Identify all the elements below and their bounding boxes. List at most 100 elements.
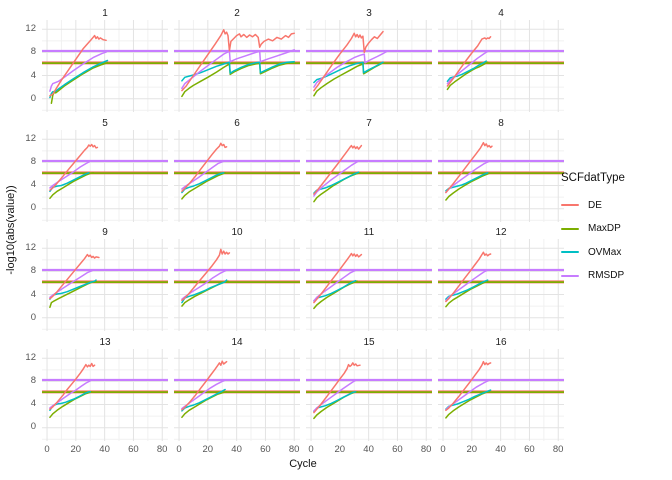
facet-plot-area — [438, 129, 564, 222]
x-tick-label: 0 — [44, 444, 50, 455]
x-tick-label: 40 — [99, 444, 110, 455]
series-line-DE — [313, 144, 363, 195]
legend-label: RMSDP — [588, 270, 625, 281]
x-tick-label: 40 — [495, 444, 506, 455]
facet-plot-area — [174, 20, 300, 112]
series-line-OVMax — [181, 279, 228, 304]
series-line-DE — [313, 252, 363, 304]
x-tick-label: 60 — [524, 444, 535, 455]
legend-label: MaxDP — [588, 223, 621, 234]
x-tick-label: 20 — [466, 444, 478, 455]
facet-title: 11 — [363, 227, 375, 238]
facet-plot-area — [174, 239, 300, 331]
facet-title: 9 — [102, 227, 108, 238]
facet-plot-area — [438, 239, 564, 331]
series-line-OVMax — [49, 279, 97, 300]
series-line-DE — [181, 29, 295, 92]
series-line-RMSDP — [313, 159, 360, 197]
legend-entries: DE MaxDP OVMax RMSDP — [561, 197, 671, 284]
series-line-DE — [445, 141, 493, 193]
y-tick-label: 4 — [30, 398, 36, 409]
x-tick-label: 40 — [231, 444, 242, 455]
series-line-MaxDP — [445, 172, 490, 201]
facet-title: 15 — [363, 336, 375, 348]
series-line-MaxDP — [49, 171, 94, 199]
facet-title: 3 — [366, 8, 372, 19]
y-tick-label: 0 — [30, 202, 36, 214]
legend-key-line-MaxDP — [561, 227, 579, 230]
series-line-OVMax — [49, 59, 109, 99]
series-line-RMSDP — [181, 49, 295, 90]
series-line-MaxDP — [49, 390, 93, 418]
series-line-DE — [445, 251, 492, 303]
facet-panel-3: 3 — [306, 8, 432, 112]
legend-entry-RMSDP: RMSDP — [561, 268, 671, 284]
facet-plot-area — [306, 129, 432, 222]
y-tick-label: 12 — [25, 351, 36, 363]
facet-title: 10 — [231, 227, 243, 238]
facet-title: 8 — [498, 117, 504, 129]
legend-label: OVMax — [588, 246, 622, 258]
series-line-OVMax — [313, 61, 384, 84]
legend-entry-MaxDP: MaxDP — [561, 221, 671, 237]
series-line-MaxDP — [446, 61, 489, 91]
x-tick-label: 40 — [363, 444, 374, 455]
facet-panel-9: 9 — [42, 227, 168, 331]
legend-entry-DE: DE — [561, 197, 671, 213]
facet-panel-4: 4 — [438, 8, 564, 112]
y-tick-label: 8 — [30, 46, 36, 58]
facet-panel-12: 12 — [438, 227, 564, 331]
y-tick-label: 4 — [30, 288, 36, 300]
x-tick-label: 80 — [420, 444, 432, 455]
series-line-DE — [49, 362, 96, 410]
y-tick-label: 12 — [25, 23, 36, 35]
facet-title: 7 — [366, 117, 372, 129]
facet-title: 5 — [102, 117, 108, 129]
x-tick-label: 60 — [392, 444, 403, 455]
facet-plot-area — [306, 20, 432, 112]
legend-key-line-OVMax — [561, 251, 579, 253]
facet-title: 1 — [102, 8, 108, 19]
y-tick-label: 8 — [30, 155, 36, 167]
series-line-MaxDP — [445, 280, 489, 308]
x-tick-label: 0 — [176, 444, 182, 455]
facet-plot-area — [306, 239, 432, 331]
legend-entry-OVMax: OVMax — [561, 244, 671, 260]
y-tick-label: 0 — [30, 92, 36, 104]
series-line-OVMax — [181, 388, 226, 412]
series-line-DE — [313, 30, 384, 92]
facet-panel-13: 13 — [42, 337, 168, 441]
facet-plot-area — [42, 348, 168, 441]
facet-plot-area — [438, 20, 564, 112]
series-line-RMSDP — [446, 50, 489, 85]
x-tick-label: 80 — [156, 444, 168, 455]
facet-panel-11: 11 — [306, 227, 432, 331]
facet-plot-area — [306, 348, 432, 441]
legend-key-line-RMSDP — [561, 274, 579, 277]
x-tick-label: 0 — [308, 444, 314, 455]
series-line-OVMax — [181, 171, 225, 193]
series-line-RMSDP — [49, 159, 91, 189]
facet-panel-10: 10 — [174, 227, 300, 331]
y-tick-label: 12 — [25, 242, 36, 254]
x-tick-label: 0 — [440, 444, 446, 455]
series-line-DE — [49, 34, 107, 97]
facet-title: 13 — [99, 336, 111, 348]
facet-title: 2 — [234, 8, 240, 19]
series-line-DE — [181, 359, 228, 411]
facet-plot-area — [174, 129, 300, 222]
facet-panel-14: 14 — [174, 337, 300, 441]
facet-plot-area — [438, 348, 564, 441]
facet-plot-area — [42, 20, 168, 112]
y-tick-label: 0 — [30, 421, 36, 433]
facet-panel-8: 8 — [438, 118, 564, 222]
series-line-OVMax — [446, 60, 487, 83]
facet-panel-5: 5 — [42, 118, 168, 222]
facet-panel-1: 1 — [42, 8, 168, 112]
series-line-MaxDP — [181, 62, 295, 98]
series-line-DE — [49, 253, 100, 300]
facet-panel-15: 15 — [306, 337, 432, 441]
y-tick-label: 8 — [30, 374, 36, 386]
series-line-DE — [446, 36, 492, 87]
x-tick-label: 80 — [552, 444, 564, 455]
